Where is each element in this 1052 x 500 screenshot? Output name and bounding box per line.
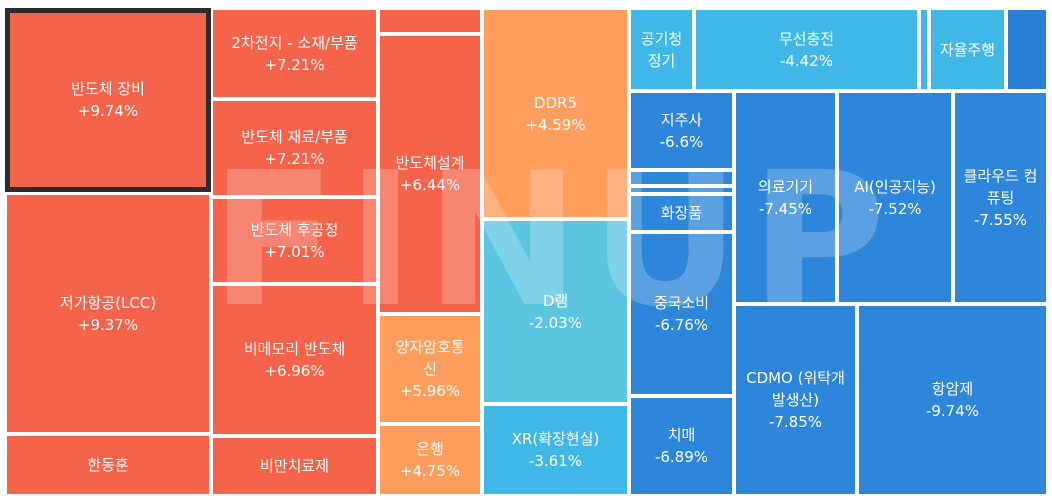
tile-dementia[interactable]: 치매 -6.89% (629, 396, 734, 496)
tile-unlabeled[interactable] (629, 170, 734, 186)
tile-change: +7.21% (264, 150, 325, 168)
tile-ai[interactable]: AI(인공지능) -7.52% (837, 91, 953, 304)
tile-name: 항암제 (931, 380, 974, 398)
tile-xr[interactable]: XR(확장현실) -3.61% (482, 404, 629, 496)
tile-name: 화장품 (660, 204, 703, 222)
tile-change: -7.52% (868, 199, 922, 218)
tile-change: -6.6% (659, 132, 704, 151)
tile-name: 양자암호통신 (395, 338, 465, 378)
tile-name: 클라우드 컴퓨팅 (963, 166, 1038, 207)
tile-name: 비메모리 반도체 (243, 340, 346, 358)
tile-change: -4.42% (779, 51, 834, 70)
tile-autonomous-driving[interactable]: 자율주행 (929, 8, 1006, 91)
tile-change: -6.89% (654, 448, 709, 466)
tile-name: CDMO (위탁개발생산) (746, 369, 845, 409)
tile-lcc-airlines[interactable]: 저가항공(LCC) +9.37% (5, 193, 211, 434)
tile-name: 공기청정기 (640, 29, 683, 70)
tile-name: D램 (542, 291, 569, 310)
tile-cdmo[interactable]: CDMO (위탁개발생산) -7.85% (734, 304, 857, 496)
tile-name: 의료기기 (757, 177, 814, 196)
tile-name: 저가항공(LCC) (59, 293, 157, 312)
tile-semiconductor-equipment[interactable]: 반도체 장비 +9.74% (5, 8, 211, 192)
tile-unlabeled[interactable] (919, 8, 929, 91)
tile-name: 2차전지 - 소재/부품 (231, 33, 358, 52)
tile-name: 반도체 후공정 (250, 220, 339, 239)
tile-secondary-battery-materials[interactable]: 2차전지 - 소재/부품 +7.21% (211, 8, 378, 99)
tile-change: +6.96% (264, 362, 325, 380)
tile-name: DDR5 (533, 93, 578, 112)
tile-change: -6.76% (654, 316, 709, 334)
tile-change: -3.61% (528, 452, 583, 470)
tile-change: +4.75% (399, 462, 461, 480)
tile-semiconductor-design[interactable]: 반도체설계 +6.44% (378, 34, 482, 314)
tile-name: 반도체설계 (395, 154, 465, 172)
tile-anticancer[interactable]: 항암제 -9.74% (857, 304, 1048, 496)
tile-name: 중국소비 (653, 294, 710, 312)
tile-china-consumption[interactable]: 중국소비 -6.76% (629, 232, 734, 396)
tile-change: -7.45% (758, 199, 813, 218)
tile-change: -9.74% (925, 402, 980, 420)
tile-banks[interactable]: 은행 +4.75% (378, 424, 482, 496)
tile-name: 은행 (416, 440, 444, 458)
tile-semiconductor-materials[interactable]: 반도체 재료/부품 +7.21% (211, 99, 378, 197)
tile-cloud-computing[interactable]: 클라우드 컴퓨팅 -7.55% (953, 91, 1048, 304)
tile-cosmetics[interactable]: 화장품 (629, 194, 734, 232)
tile-medical-devices[interactable]: 의료기기 -7.45% (734, 91, 837, 304)
tile-change: +9.37% (77, 315, 139, 334)
tile-unlabeled[interactable] (1006, 8, 1048, 91)
tile-name: 한동훈 (87, 456, 129, 474)
tile-unlabeled[interactable] (378, 8, 482, 34)
tile-change: +7.21% (264, 55, 325, 74)
tile-name: 지주사 (660, 110, 703, 129)
tile-name: 반도체 장비 (71, 80, 145, 98)
tile-quantum-cryptography[interactable]: 양자암호통신 +5.96% (378, 314, 482, 424)
tile-name: AI(인공지능) (854, 177, 936, 196)
tile-change: +9.74% (77, 102, 139, 120)
tile-change: -2.03% (528, 313, 583, 332)
tile-obesity-treatment[interactable]: 비만치료제 (211, 436, 378, 496)
tile-wireless-charging[interactable]: 무선충전 -4.42% (694, 8, 919, 91)
tile-holding-company[interactable]: 지주사 -6.6% (629, 91, 734, 170)
tile-name: XR(확장현실) (511, 430, 600, 448)
tile-name: 반도체 재료/부품 (241, 128, 348, 146)
tile-non-memory-semiconductor[interactable]: 비메모리 반도체 +6.96% (211, 284, 378, 436)
tile-change: +5.96% (399, 382, 461, 400)
tile-change: +7.01% (264, 242, 325, 261)
tile-dram[interactable]: D램 -2.03% (482, 219, 629, 404)
tile-name: 자율주행 (939, 40, 996, 59)
tile-han-donghoon[interactable]: 한동훈 (5, 434, 211, 496)
tile-name: 비만치료제 (259, 457, 329, 475)
tile-change: -7.55% (973, 210, 1028, 229)
tile-air-purifier[interactable]: 공기청정기 (629, 8, 694, 91)
tile-unlabeled[interactable] (629, 186, 734, 194)
tile-semiconductor-backend[interactable]: 반도체 후공정 +7.01% (211, 197, 378, 284)
tile-change: +6.44% (399, 176, 461, 194)
tile-change: -7.85% (768, 413, 823, 431)
tile-ddr5[interactable]: DDR5 +4.59% (482, 8, 629, 219)
tile-name: 치매 (667, 426, 696, 444)
tile-change: +4.59% (525, 115, 586, 134)
tile-name: 무선충전 (778, 29, 835, 48)
